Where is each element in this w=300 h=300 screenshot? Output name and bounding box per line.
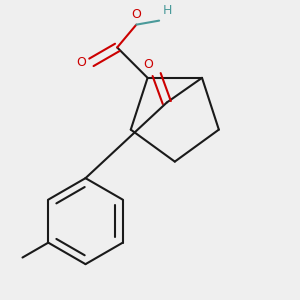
Text: H: H [162, 4, 172, 17]
Text: O: O [76, 56, 86, 69]
Text: O: O [131, 8, 141, 21]
Text: O: O [143, 58, 153, 71]
